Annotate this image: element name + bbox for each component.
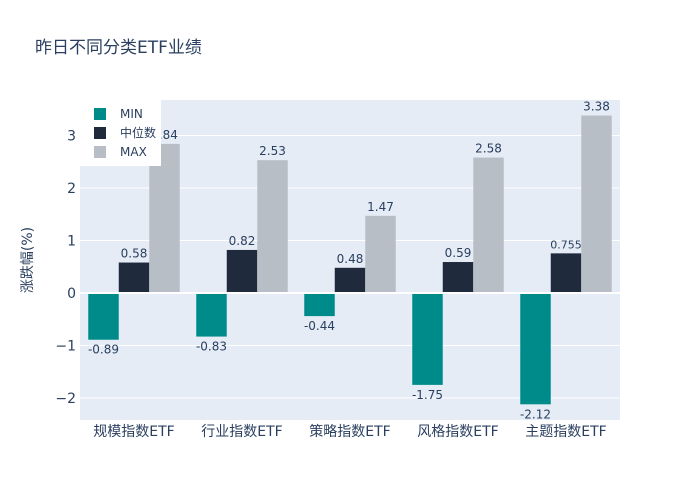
bar-max[interactable] xyxy=(581,115,612,293)
legend-label: MAX xyxy=(120,145,147,159)
data-labels: -0.890.582.84-0.830.822.53-0.440.481.47-… xyxy=(88,100,610,422)
chart-title: 昨日不同分类ETF业绩 xyxy=(35,38,202,58)
legend-label: 中位数 xyxy=(120,125,156,140)
y-tick-label: −2 xyxy=(55,391,76,407)
data-label: -0.83 xyxy=(196,340,227,354)
legend-swatch xyxy=(94,127,106,139)
data-label: 3.38 xyxy=(583,100,610,114)
y-tick-label: 0 xyxy=(67,286,76,302)
bar-中位数[interactable] xyxy=(442,262,474,293)
data-label: -0.44 xyxy=(304,319,335,333)
bar-min[interactable] xyxy=(196,293,227,337)
bar-min[interactable] xyxy=(304,293,335,317)
legend-swatch xyxy=(94,146,106,158)
data-label: 2.58 xyxy=(475,142,502,156)
data-label: 1.47 xyxy=(367,200,394,214)
x-tick-label: 风格指数ETF xyxy=(417,424,498,440)
bar-中位数[interactable] xyxy=(226,249,258,293)
data-label: 0.59 xyxy=(445,246,472,260)
bar-max[interactable] xyxy=(149,143,180,293)
x-tick-label: 规模指数ETF xyxy=(93,424,174,440)
y-tick-label: 3 xyxy=(67,129,76,145)
data-label: -2.12 xyxy=(520,407,551,421)
legend-background xyxy=(80,100,161,166)
bar-max[interactable] xyxy=(257,160,288,293)
x-tick-label: 行业指数ETF xyxy=(201,424,282,440)
x-tick-label: 策略指数ETF xyxy=(309,423,390,440)
bar-max[interactable] xyxy=(365,215,396,293)
data-label: 0.48 xyxy=(337,252,364,266)
data-label: 0.58 xyxy=(121,247,148,261)
x-tick-label: 主题指数ETF xyxy=(525,424,606,440)
bar-min[interactable] xyxy=(412,293,443,385)
bars xyxy=(88,115,612,405)
y-axis-label: 涨跌幅(%) xyxy=(20,227,36,293)
bar-中位数[interactable] xyxy=(334,267,366,293)
y-tick-label: −1 xyxy=(55,339,76,355)
y-tick-label: 2 xyxy=(67,181,76,197)
data-label: 2.53 xyxy=(259,144,286,158)
legend-label: MIN xyxy=(120,107,143,121)
axis-ticks: −2 −1 0 1 2 3 规模指数ETF 行业指数ETF 策略指数ETF 风格指数ETF 主题指数… xyxy=(55,129,606,441)
data-label: 0.755 xyxy=(550,238,582,251)
legend[interactable]: MIN 中位数 MAX xyxy=(80,100,161,166)
bar-min[interactable] xyxy=(520,293,551,405)
data-label: -0.89 xyxy=(88,343,119,357)
bar-max[interactable] xyxy=(473,157,504,293)
data-label: 0.82 xyxy=(229,234,256,248)
bar-中位数[interactable] xyxy=(550,253,582,293)
bar-中位数[interactable] xyxy=(118,262,150,293)
legend-swatch xyxy=(94,108,106,120)
data-label: -1.75 xyxy=(412,388,443,402)
y-tick-label: 1 xyxy=(67,234,76,250)
bar-min[interactable] xyxy=(88,293,119,340)
